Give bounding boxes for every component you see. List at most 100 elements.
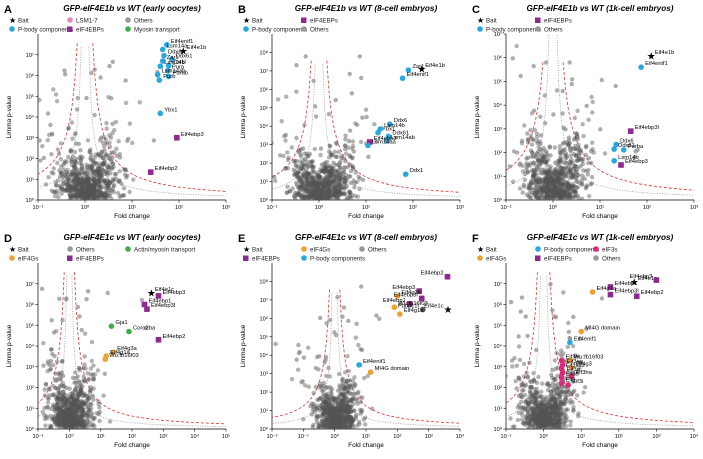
- background-point: [48, 424, 54, 429]
- background-point: [537, 418, 543, 423]
- background-point: [85, 176, 90, 181]
- background-point: [331, 403, 336, 408]
- threshold-curve: [272, 289, 330, 418]
- background-point: [328, 415, 333, 421]
- background-point: [560, 169, 565, 174]
- background-point: [72, 400, 78, 406]
- background-point: [325, 178, 330, 183]
- background-point: [558, 401, 563, 407]
- point-label: Eif4g1a: [110, 350, 130, 356]
- background-point: [547, 405, 552, 410]
- background-point: [337, 422, 342, 427]
- background-point: [66, 178, 71, 184]
- background-point: [88, 189, 94, 195]
- background-point: [311, 185, 317, 190]
- background-point: [548, 282, 553, 287]
- background-point: [97, 188, 102, 193]
- background-point: [56, 151, 62, 157]
- legend-label: Actin/myosin transport: [134, 247, 195, 254]
- background-point: [85, 180, 90, 185]
- background-point: [330, 407, 335, 412]
- background-point: [589, 181, 594, 186]
- background-point: [322, 177, 327, 182]
- background-point: [339, 392, 345, 397]
- background-point: [529, 418, 534, 423]
- background-point: [69, 426, 74, 429]
- background-point: [330, 407, 335, 412]
- background-point: [85, 186, 91, 192]
- background-point: [551, 418, 556, 424]
- background-point: [555, 416, 561, 421]
- background-point: [338, 408, 343, 413]
- background-point: [81, 189, 86, 194]
- background-point: [55, 160, 60, 166]
- background-point: [91, 386, 96, 391]
- background-point: [105, 182, 111, 188]
- background-point: [76, 425, 81, 429]
- background-point: [523, 399, 528, 404]
- background-point: [339, 155, 344, 161]
- background-point: [297, 185, 302, 191]
- background-point: [96, 179, 102, 184]
- background-point: [98, 75, 103, 80]
- background-point: [68, 419, 74, 424]
- background-point: [62, 423, 67, 428]
- background-point: [344, 407, 350, 412]
- axes: 10⁻¹ 10⁰ 10¹ 10² 10³ 10⁴10⁰10¹10²10³10⁴10⁵10⁶…: [474, 263, 699, 449]
- background-point: [100, 193, 105, 199]
- background-point: [305, 189, 311, 194]
- background-point: [528, 391, 534, 396]
- background-point: [563, 169, 569, 175]
- background-point: [336, 412, 341, 417]
- background-point: [73, 174, 78, 180]
- background-point: [62, 399, 68, 404]
- background-point: [553, 169, 559, 174]
- background-point: [45, 400, 51, 405]
- background-point: [67, 399, 72, 405]
- background-point: [62, 173, 68, 178]
- background-point: [543, 188, 548, 194]
- background-point: [311, 182, 317, 187]
- background-point: [88, 385, 94, 390]
- background-point: [103, 151, 109, 157]
- background-point: [73, 424, 79, 429]
- background-point: [340, 399, 346, 404]
- background-point: [548, 187, 554, 192]
- background-point: [301, 196, 306, 200]
- background-point: [543, 190, 548, 195]
- background-point: [84, 413, 89, 418]
- background-point: [315, 407, 320, 412]
- background-point: [330, 413, 335, 418]
- background-point: [324, 189, 329, 195]
- background-point: [326, 395, 332, 400]
- background-point: [325, 192, 330, 198]
- point-label: Eif4ebp2: [421, 271, 444, 277]
- background-point: [83, 192, 89, 198]
- background-point: [555, 189, 560, 194]
- background-point: [81, 393, 87, 398]
- background-point: [72, 186, 77, 192]
- background-point: [99, 192, 105, 197]
- background-point: [297, 169, 302, 174]
- background-point: [349, 415, 354, 420]
- background-point: [302, 195, 307, 200]
- background-point: [63, 401, 69, 406]
- background-point: [340, 376, 345, 381]
- background-point: [318, 383, 323, 389]
- background-point: [324, 184, 330, 189]
- background-point: [82, 423, 87, 428]
- background-point: [551, 422, 556, 427]
- background-point: [85, 179, 91, 185]
- background-point: [549, 410, 555, 415]
- background-point: [557, 179, 562, 184]
- background-point: [323, 396, 328, 401]
- background-point: [304, 182, 310, 188]
- background-point: [77, 421, 82, 426]
- background-point: [577, 366, 582, 371]
- background-point: [338, 392, 343, 397]
- background-point: [330, 415, 335, 420]
- background-point: [546, 195, 552, 200]
- point-label: Ddx61: [618, 143, 635, 149]
- background-point: [319, 196, 325, 200]
- background-point: [66, 189, 72, 194]
